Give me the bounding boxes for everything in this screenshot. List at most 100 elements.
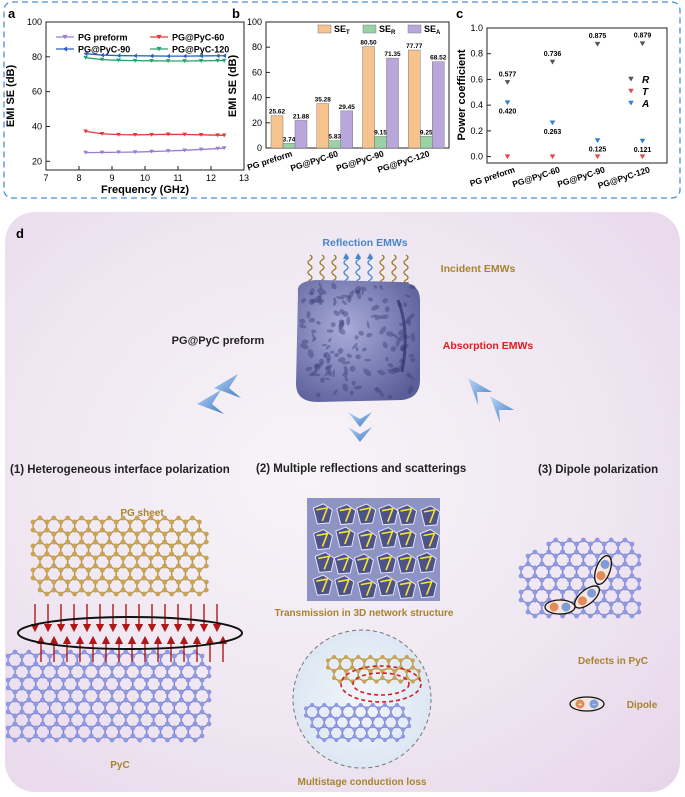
atom [68, 697, 73, 703]
atom [196, 567, 202, 573]
sem-reflection-path [399, 531, 413, 546]
data-point-a [99, 57, 105, 62]
hex-cell [76, 723, 92, 741]
hex-cell [317, 704, 331, 720]
wave-line [319, 254, 325, 286]
atom [65, 579, 71, 585]
atom [40, 713, 46, 719]
atom [380, 675, 385, 681]
hex-cell [39, 553, 55, 571]
atom [155, 567, 161, 573]
atom [106, 563, 112, 569]
hex-cell [80, 577, 97, 595]
atom [79, 579, 84, 585]
legend-label-b: SEA [424, 24, 441, 36]
atom [594, 585, 600, 591]
atom [328, 713, 333, 718]
bar-b [420, 136, 433, 149]
atom [148, 579, 154, 585]
defects-label: Defects in PyC [578, 656, 648, 667]
cube-pore [300, 343, 309, 350]
cube-pore [407, 385, 414, 395]
hex-cell [35, 699, 51, 717]
atom [539, 585, 545, 591]
hex-cell [624, 599, 640, 617]
atom [79, 579, 84, 585]
atom [334, 716, 339, 722]
atom [79, 531, 84, 537]
atom [151, 673, 156, 679]
atom [26, 673, 32, 679]
data-point-a [198, 58, 204, 63]
cube-pore [393, 333, 399, 339]
atom [144, 733, 150, 739]
atom [370, 737, 375, 743]
atom [358, 723, 363, 729]
atom [176, 539, 181, 545]
bar-b [294, 120, 308, 149]
dipole-shell [574, 585, 600, 609]
atom [158, 725, 163, 731]
atom [169, 519, 175, 525]
atom [99, 567, 105, 573]
atom [81, 673, 87, 679]
atom [40, 665, 46, 671]
hex-cell [345, 666, 359, 683]
atom [86, 519, 91, 525]
atom [553, 577, 559, 583]
atom [144, 701, 150, 707]
atom [102, 733, 108, 739]
hex-cell [108, 553, 124, 571]
atom [88, 653, 94, 659]
cube-pore [349, 365, 356, 372]
atom [608, 553, 614, 559]
atom [581, 585, 586, 591]
atom [203, 539, 209, 545]
atom [622, 577, 628, 583]
atom [615, 565, 621, 571]
dashed-frame [3, 1, 681, 199]
atom [123, 713, 129, 719]
atom [26, 665, 32, 671]
atom [102, 725, 108, 731]
atom [141, 551, 147, 557]
atom [40, 665, 46, 671]
atom [581, 577, 586, 583]
atom [622, 609, 628, 615]
atom [574, 597, 579, 603]
atom [40, 673, 46, 679]
atom [102, 701, 108, 707]
cube-pore [331, 282, 337, 290]
hex-cell [187, 699, 203, 717]
atom [113, 551, 119, 557]
hex-cell [157, 517, 173, 535]
cube-pore [332, 301, 337, 306]
atom [113, 519, 119, 525]
atom [178, 665, 184, 671]
atom [95, 721, 101, 727]
atom [54, 697, 59, 703]
atom [47, 685, 53, 691]
atom [322, 737, 327, 743]
atom [58, 591, 64, 597]
atom [12, 737, 18, 743]
atom [79, 531, 84, 537]
atom [178, 689, 184, 695]
atom [40, 689, 46, 695]
atom [106, 579, 112, 585]
atom [51, 515, 57, 521]
atom [137, 673, 143, 679]
atom [109, 673, 115, 679]
atom [88, 701, 94, 707]
atom [158, 701, 163, 707]
atom [79, 515, 84, 521]
atom [102, 661, 108, 667]
atom [148, 531, 154, 537]
atom [350, 658, 355, 663]
atom [165, 689, 170, 695]
atom [587, 565, 593, 571]
atom [109, 649, 115, 655]
atom [352, 713, 357, 718]
atom [33, 733, 39, 739]
hex-cell [624, 551, 640, 569]
